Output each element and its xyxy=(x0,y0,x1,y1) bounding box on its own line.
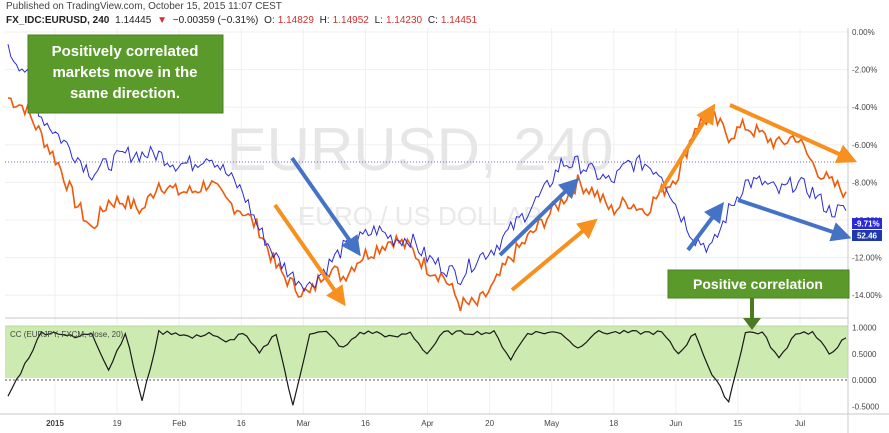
annotation-line-1: Positively correlated xyxy=(52,43,199,60)
y-tick-label: -12.00% xyxy=(852,254,882,263)
close-value: 1.14451 xyxy=(440,15,478,26)
y-tick-label: -2.00% xyxy=(852,66,877,75)
orange-arrow-down-1 xyxy=(273,203,346,307)
x-tick-label: 20 xyxy=(485,419,494,428)
high-label: H: xyxy=(319,15,330,26)
low-value: 1.14230 xyxy=(385,15,423,26)
annotation-positive-correlation: Positive correlation xyxy=(693,276,823,292)
y-tick-label: -4.00% xyxy=(852,103,877,112)
annotation-line-2: markets move in the xyxy=(52,64,197,81)
price-tag-other: 52.46 xyxy=(852,230,882,241)
orange-arrow-down-2 xyxy=(729,103,858,164)
green-arrow-head xyxy=(743,318,761,330)
x-axis[interactable]: 2015 19 Feb 16 Mar 16 Apr 20 May 18 Jun 15 Jul xyxy=(46,419,805,428)
published-note: Published on TradingView.com, October 15… xyxy=(6,1,282,12)
blue-arrow-down-1 xyxy=(290,156,361,257)
price-tag-eurusd-text: -9.71% xyxy=(854,220,879,229)
annotation-box-top: Positively correlated markets move in th… xyxy=(27,34,224,114)
close-label: C: xyxy=(427,15,438,26)
low-label: L: xyxy=(374,15,383,26)
blue-arrow-down-2 xyxy=(737,198,852,242)
x-tick-label: Mar xyxy=(296,419,310,428)
cc-tick-label: 1.0000 xyxy=(852,323,877,332)
price-tag-other-text: 52.46 xyxy=(857,232,878,241)
x-tick-label: May xyxy=(544,419,559,428)
orange-arrow-up-2 xyxy=(658,103,716,194)
annotation-line-3: same direction. xyxy=(70,85,180,102)
orange-arrow-up-1 xyxy=(510,218,598,292)
cc-positive-zone xyxy=(5,326,848,378)
x-tick-label: 18 xyxy=(609,419,618,428)
x-tick-label: Apr xyxy=(421,419,434,428)
cc-tick-label: 0.0000 xyxy=(852,376,877,385)
x-tick-label: 2015 xyxy=(46,419,64,428)
cc-tick-label: -0.5000 xyxy=(852,403,880,412)
watermark-symbol: EURUSD, 240 xyxy=(227,116,614,183)
x-tick-label: 16 xyxy=(361,419,370,428)
series-line-secondary xyxy=(7,44,847,293)
cc-series xyxy=(7,329,847,406)
price-change: −0.00359 (−0.31%) xyxy=(172,15,259,26)
y-axis-main[interactable]: 0.00%-2.00%-4.00%-6.00%-8.00%-10.00%-12.… xyxy=(852,28,882,300)
trend-arrows xyxy=(273,103,858,330)
high-value: 1.14952 xyxy=(332,15,369,26)
y-tick-label: -6.00% xyxy=(852,141,877,150)
x-tick-label: 19 xyxy=(113,419,122,428)
cc-tick-label: 0.5000 xyxy=(852,350,877,359)
quote-line: FX_IDC:EURUSD, 240 1.14445 ▼ −0.00359 (−… xyxy=(6,15,480,26)
x-tick-label: Feb xyxy=(172,419,186,428)
change-arrow-icon: ▼ xyxy=(157,15,167,26)
blue-arrow-up-2 xyxy=(686,202,724,252)
x-tick-label: Jul xyxy=(795,419,805,428)
symbol-label[interactable]: FX_IDC:EURUSD, 240 xyxy=(6,15,110,26)
open-label: O: xyxy=(264,15,275,26)
y-tick-label: -8.00% xyxy=(852,178,877,187)
blue-arrow-up-1 xyxy=(498,178,580,257)
y-axis-cc[interactable]: 1.0000 0.5000 0.0000 -0.5000 xyxy=(852,323,880,411)
annotation-box-bottom: Positive correlation xyxy=(667,269,850,299)
y-tick-label: -14.00% xyxy=(852,291,882,300)
open-value: 1.14829 xyxy=(277,15,314,26)
cc-legend[interactable]: CC (EURJPY, FXCM, close, 20) xyxy=(10,330,124,339)
x-tick-label: Jun xyxy=(669,419,682,428)
y-tick-label: 0.00% xyxy=(852,28,875,37)
price-tag-eurusd: -9.71% xyxy=(852,218,882,229)
x-tick-label: 15 xyxy=(733,419,742,428)
x-tick-label: 16 xyxy=(237,419,246,428)
cc-line xyxy=(7,329,847,406)
last-price: 1.14445 xyxy=(115,15,152,26)
